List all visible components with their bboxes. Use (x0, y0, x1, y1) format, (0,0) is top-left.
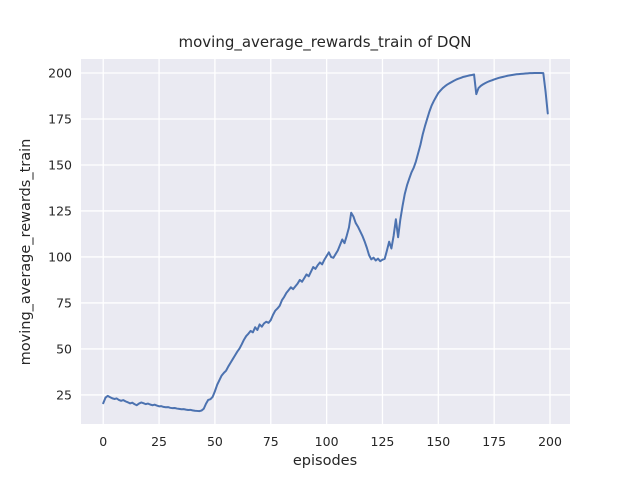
x-tick-label: 25 (151, 434, 167, 449)
y-tick-label: 50 (56, 341, 72, 356)
x-tick-label: 200 (538, 434, 562, 449)
x-tick-label: 100 (315, 434, 339, 449)
x-tick-label: 175 (482, 434, 506, 449)
y-tick-label: 125 (48, 203, 72, 218)
x-tick-label: 50 (207, 434, 223, 449)
y-tick-label: 100 (48, 249, 72, 264)
plot-area: 0 25 50 75 100 125 150 175 200 25 50 75 100 125 150 175… (48, 59, 570, 449)
x-tick-label: 0 (99, 434, 107, 449)
y-tick-label: 175 (48, 111, 72, 126)
y-tick-label: 150 (48, 157, 72, 172)
y-axis-label: moving_average_rewards_train (18, 139, 34, 366)
chart-title: moving_average_rewards_train of DQN (178, 33, 471, 52)
x-tick-label: 150 (426, 434, 450, 449)
x-tick-label: 125 (371, 434, 395, 449)
x-tick-label: 75 (263, 434, 279, 449)
y-tick-label: 75 (56, 295, 72, 310)
data-line-series (102, 71, 549, 413)
y-tick-label: 200 (48, 65, 72, 80)
x-axis-label: episodes (293, 453, 357, 469)
axes-background (81, 59, 570, 424)
y-tick-label: 25 (56, 387, 72, 402)
